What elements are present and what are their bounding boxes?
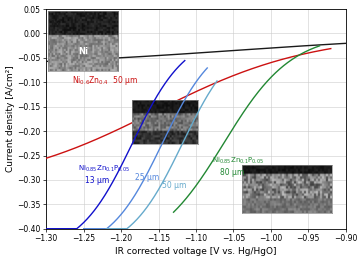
Text: 50 μm: 50 μm [162, 181, 187, 190]
Text: 80 μm: 80 μm [220, 168, 244, 177]
Text: Ni: Ni [50, 20, 60, 29]
Text: 13 μm: 13 μm [85, 176, 110, 185]
Text: 25 μm: 25 μm [135, 173, 159, 182]
Text: Ni$_{0.85}$Zn$_{0.1}$P$_{0.05}$: Ni$_{0.85}$Zn$_{0.1}$P$_{0.05}$ [78, 164, 130, 174]
X-axis label: IR corrected voltage [V vs. Hg/HgO]: IR corrected voltage [V vs. Hg/HgO] [115, 247, 277, 256]
Text: Ni$_{0.6}$Zn$_{0.4}$  50 μm: Ni$_{0.6}$Zn$_{0.4}$ 50 μm [73, 74, 139, 87]
Y-axis label: Current density [A/cm²]: Current density [A/cm²] [5, 66, 15, 172]
Text: Ni$_{0.85}$Zn$_{0.1}$P$_{0.05}$: Ni$_{0.85}$Zn$_{0.1}$P$_{0.05}$ [212, 156, 265, 166]
